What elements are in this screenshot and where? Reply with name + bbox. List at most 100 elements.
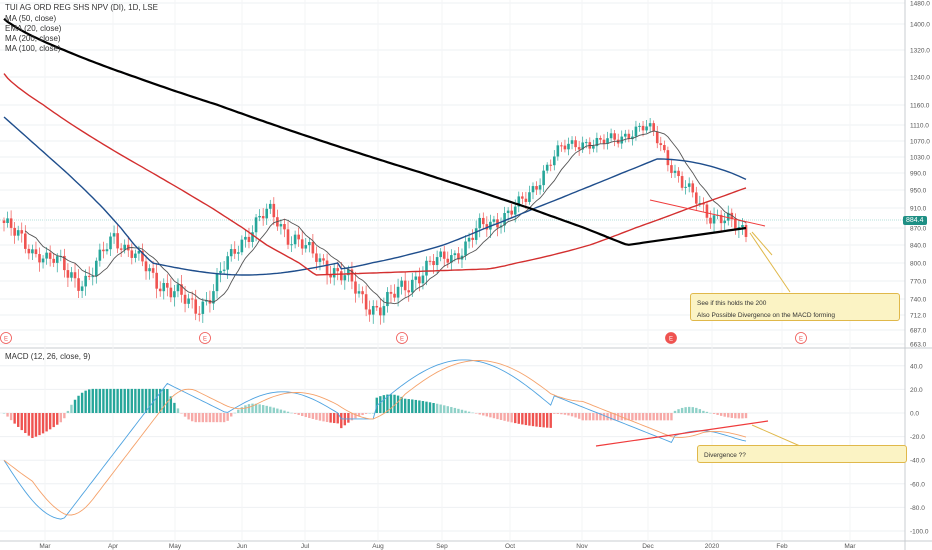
macd-histogram-bar [542, 413, 545, 428]
earnings-marker [199, 332, 211, 344]
macd-histogram-bar [127, 388, 130, 413]
candle-body [187, 298, 190, 304]
macd-histogram-bar [396, 395, 400, 413]
candle-body [602, 139, 606, 144]
candle-body [599, 137, 602, 140]
macd-histogram-bar [283, 410, 286, 413]
candle-body [421, 275, 425, 284]
candle-body [567, 143, 570, 150]
macd-histogram-bar [293, 413, 297, 414]
price-tick-label: 870.0 [910, 226, 927, 233]
macd-histogram [2, 388, 748, 439]
indicator-legend-1[interactable]: MA (50, close) [5, 14, 56, 24]
indicator-legend-4[interactable]: MA (100, close) [5, 44, 61, 54]
macd-histogram-bar [499, 413, 503, 420]
candle-body [247, 236, 251, 242]
candle-body [27, 248, 31, 254]
indicator-ma50[interactable]: MA (50, close) [5, 14, 57, 23]
candle-body [471, 237, 474, 240]
macd-histogram-bar [237, 409, 240, 413]
candle-body [680, 176, 684, 188]
candle-body [261, 216, 265, 219]
indicator-ma100[interactable]: MA (100, close) [5, 44, 61, 53]
macd-histogram-bar [201, 413, 205, 423]
candle-body [354, 281, 357, 294]
macd-histogram-bar [159, 388, 162, 413]
candle-body [464, 241, 467, 256]
macd-histogram-bar [112, 388, 116, 413]
macd-histogram-bar [194, 413, 197, 423]
candle-body [723, 220, 726, 224]
indicator-ema20[interactable]: EMA (20, close) [5, 24, 62, 33]
macd-histogram-bar [421, 401, 425, 413]
candle-body [393, 293, 396, 298]
candle-body [194, 299, 198, 314]
macd-histogram-bar [311, 413, 315, 419]
macd-histogram-bar [695, 407, 698, 413]
macd-histogram-bar [482, 413, 485, 416]
macd-histogram-bar [386, 394, 389, 413]
candle-body [538, 185, 542, 190]
candle-body [123, 244, 127, 250]
indicator-legend-3[interactable]: MA (200, close) [5, 34, 61, 44]
price-tick-label: 740.0 [910, 297, 927, 304]
candle-body [173, 291, 176, 298]
macd-histogram-bar [130, 388, 134, 413]
macd-histogram-bar [570, 413, 574, 417]
macd-note[interactable]: Divergence ?? [697, 445, 907, 463]
candle-body [734, 219, 737, 230]
macd-histogram-bar [680, 407, 684, 413]
macd-histogram-bar [364, 413, 368, 414]
price-tick-label: 663.0 [910, 342, 927, 349]
macd-legend[interactable]: MACD (12, 26, close, 9) [5, 352, 90, 362]
candle-body [663, 145, 666, 151]
candle-body [403, 280, 407, 291]
macd-histogram-bar [677, 409, 680, 413]
macd-histogram-bar [119, 388, 123, 413]
candle-body [158, 288, 162, 292]
macd-histogram-bar [336, 413, 339, 424]
macd-histogram-bar [329, 413, 332, 423]
candle-body [183, 294, 187, 304]
macd-histogram-bar [510, 413, 513, 423]
indicator-ma200[interactable]: MA (200, close) [5, 34, 61, 43]
candle-body [347, 269, 350, 276]
candle-body [577, 147, 581, 150]
indicator-legend-2[interactable]: EMA (20, close) [5, 24, 61, 34]
macd-histogram-bar [180, 413, 183, 414]
candle-body [389, 291, 393, 294]
candle-body [570, 140, 574, 144]
candle-body [290, 244, 293, 246]
time-tick-label: Dec [642, 543, 654, 550]
macd-title[interactable]: MACD (12, 26, close, 9) [5, 352, 91, 361]
candle-body [435, 257, 439, 266]
symbol-title: TUI AG ORD REG SHS NPV (DI), 1D, LSE [5, 3, 158, 12]
macd-tick-label: -60.0 [910, 481, 925, 488]
macd-histogram-bar [20, 413, 23, 431]
earnings-marker [665, 332, 677, 344]
candle-body [322, 258, 325, 261]
price-note[interactable]: See if this holds the 200 Also Possible … [690, 293, 900, 321]
candle-body [684, 186, 687, 188]
candle-body [425, 260, 428, 276]
macd-tick-label: -20.0 [910, 434, 925, 441]
macd-histogram-bar [144, 388, 148, 413]
time-tick-label: Feb [776, 543, 788, 550]
note-pointer [751, 231, 773, 256]
candle-body [396, 286, 400, 298]
macd-histogram-bar [712, 413, 716, 414]
macd-histogram-bar [517, 413, 520, 424]
candle-body [453, 253, 457, 256]
candle-body [705, 204, 709, 218]
macd-histogram-bar [230, 413, 233, 417]
macd-histogram-bar [514, 413, 517, 424]
macd-histogram-bar [464, 410, 467, 413]
candle-body [343, 275, 347, 281]
ema20-line [25, 130, 747, 305]
candle-body [524, 198, 528, 202]
time-axis: Mar Apr May Jun Jul Aug Sep Oct Nov Dec 2020 Feb Mar [39, 543, 856, 550]
candle-body [31, 249, 34, 254]
time-tick-label: Nov [576, 543, 588, 550]
macd-histogram-bar [627, 413, 631, 421]
candle-body [730, 212, 734, 220]
